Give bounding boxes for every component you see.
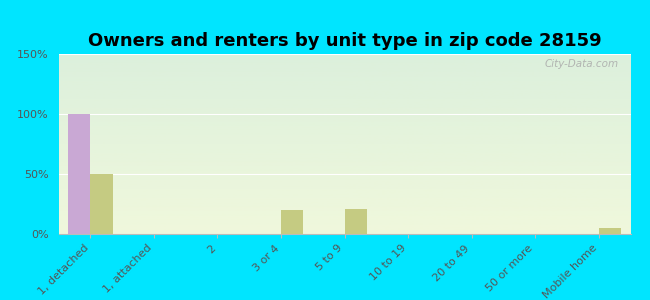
Bar (68, 114, 90, 234)
Bar (599, 228, 621, 234)
Bar (344, 209, 367, 234)
Bar (281, 210, 303, 234)
Text: City-Data.com: City-Data.com (545, 59, 619, 69)
Title: Owners and renters by unit type in zip code 28159: Owners and renters by unit type in zip c… (88, 32, 601, 50)
Bar (90, 174, 112, 234)
